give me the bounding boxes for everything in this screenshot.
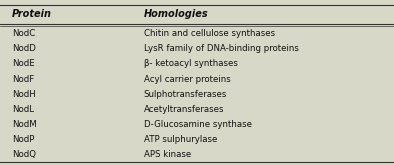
Text: NodQ: NodQ <box>12 150 36 159</box>
Text: Sulphotransferases: Sulphotransferases <box>144 90 227 99</box>
Text: NodD: NodD <box>12 44 36 53</box>
Text: Homologies: Homologies <box>144 9 208 19</box>
Text: LysR family of DNA-binding proteins: LysR family of DNA-binding proteins <box>144 44 299 53</box>
Text: Chitin and cellulose synthases: Chitin and cellulose synthases <box>144 29 275 38</box>
Text: NodF: NodF <box>12 75 34 83</box>
Text: D-Glucosamine synthase: D-Glucosamine synthase <box>144 120 252 129</box>
Text: APS kinase: APS kinase <box>144 150 191 159</box>
Text: Protein: Protein <box>12 9 52 19</box>
Text: ATP sulphurylase: ATP sulphurylase <box>144 135 217 144</box>
Text: NodC: NodC <box>12 29 35 38</box>
Text: NodL: NodL <box>12 105 34 114</box>
Text: Acetyltransferases: Acetyltransferases <box>144 105 224 114</box>
Text: NodH: NodH <box>12 90 35 99</box>
Text: Acyl carrier proteins: Acyl carrier proteins <box>144 75 230 83</box>
Text: β- ketoacyl synthases: β- ketoacyl synthases <box>144 60 238 68</box>
Text: NodE: NodE <box>12 60 35 68</box>
Text: NodM: NodM <box>12 120 37 129</box>
Text: NodP: NodP <box>12 135 34 144</box>
